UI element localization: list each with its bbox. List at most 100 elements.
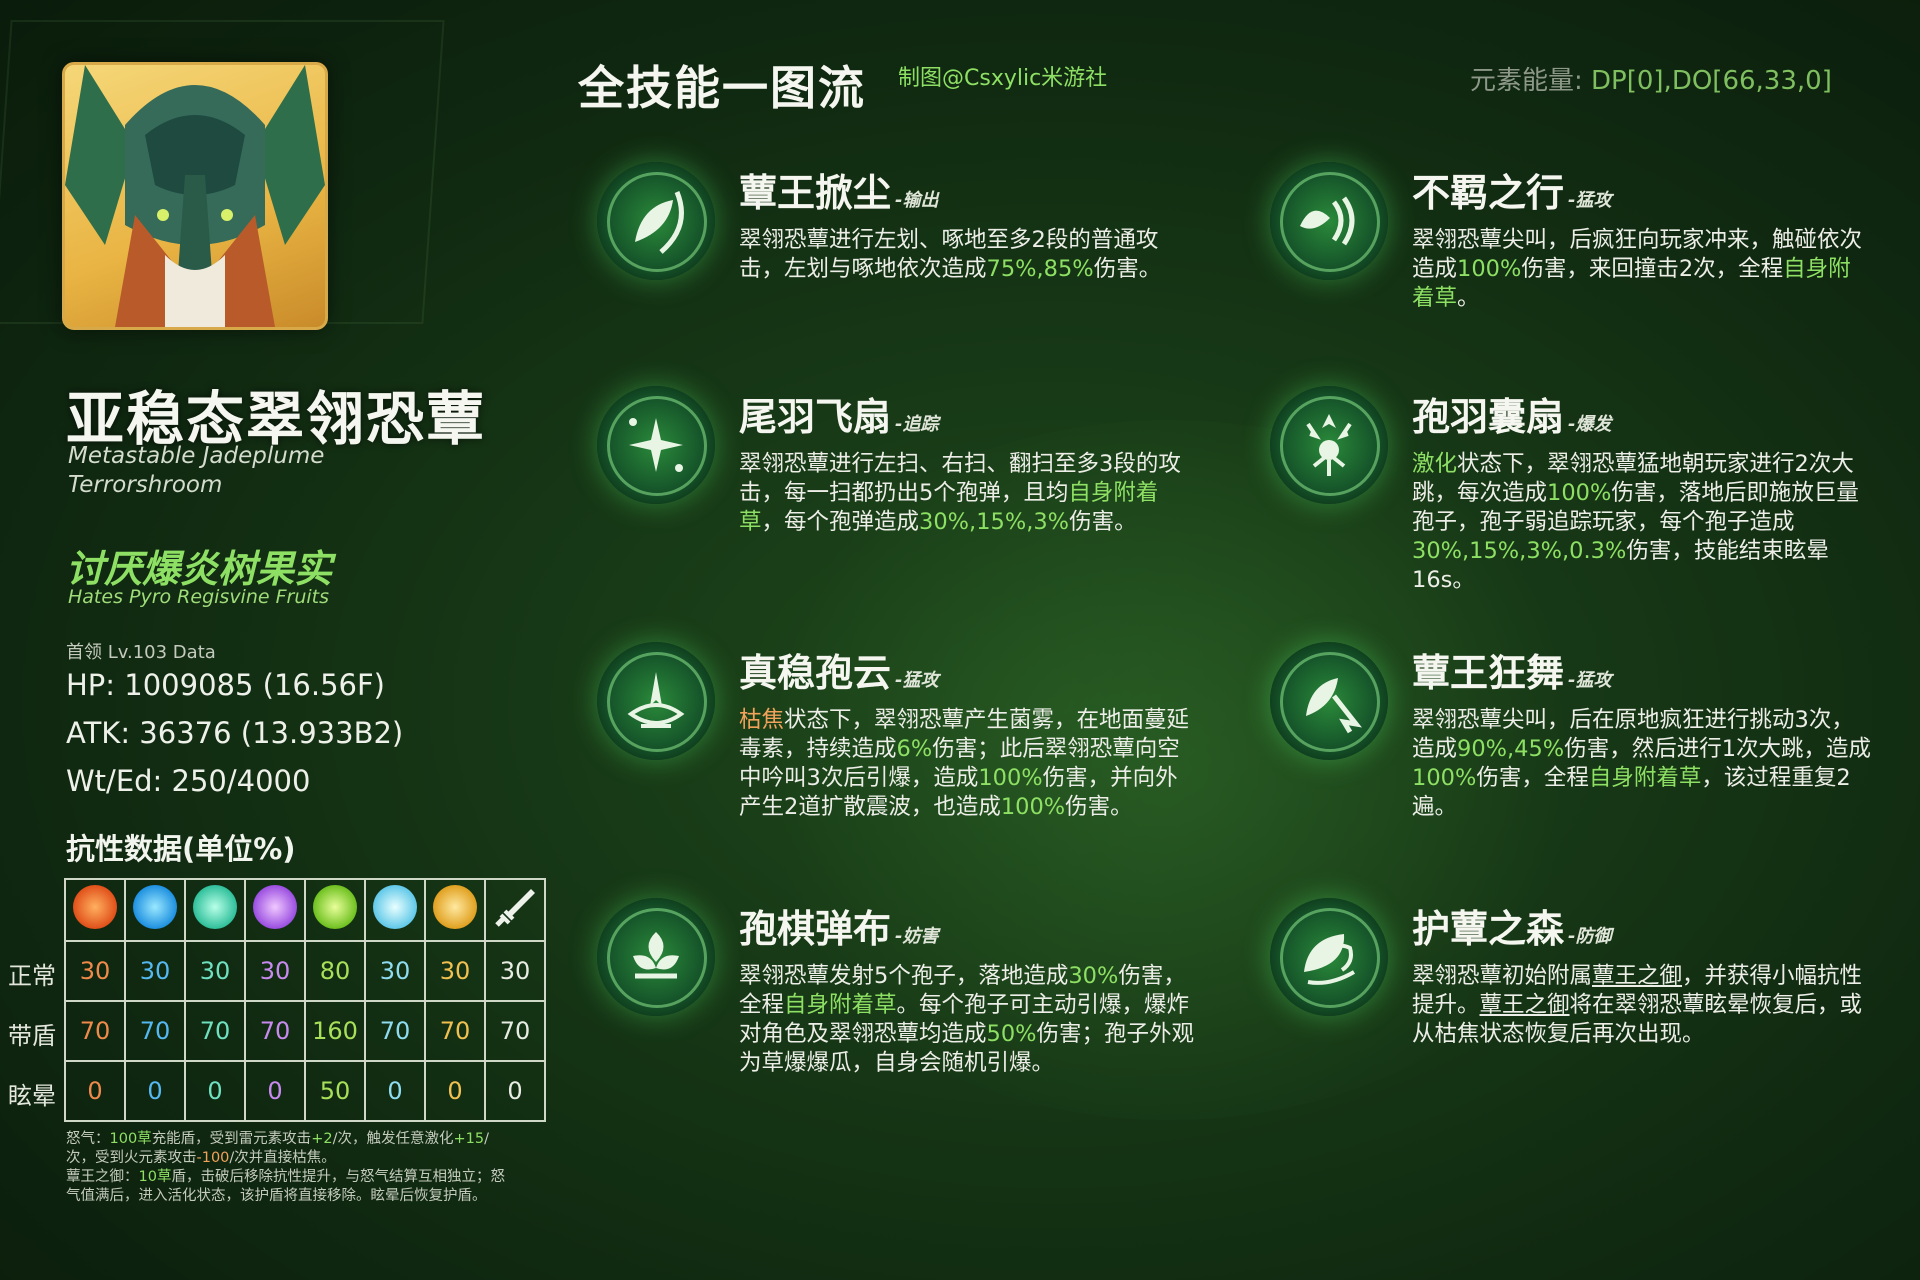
desc-text: 。每个孢子可主动引爆，爆炸对角色及翠翎恐蕈均造成: [739, 992, 1190, 1047]
res-cell: 30: [364, 940, 426, 1002]
desc-text: 伤害；此后翠翎恐蕈向空中吟叫3次后引爆，造成: [739, 736, 1180, 791]
fn-text: /次，受到火元素攻击: [66, 1131, 489, 1166]
hydro-cell: [124, 878, 186, 942]
skill-name: 孢棋弹布 -妨害: [739, 898, 939, 953]
skill-icon-frame: [1270, 898, 1388, 1016]
skill-card: 不羁之行 -猛攻 翠翎恐蕈尖叫，后疯狂向玩家冲来，触碰依次造成100%伤害，来回撞…: [1270, 162, 1910, 362]
desc-text: 伤害，来回撞击2次，全程: [1521, 256, 1784, 282]
feather-fan-icon: [629, 418, 683, 472]
skill-tag: -猛攻: [895, 670, 939, 691]
desc-text: 。: [1457, 285, 1480, 311]
skill-icon-frame: [1270, 162, 1388, 280]
fn-text: +2: [311, 1131, 333, 1147]
energy-label: 元素能量:: [1470, 66, 1583, 96]
res-cell: 70: [184, 1000, 246, 1062]
desc-text: 30%: [1068, 963, 1119, 989]
skill-description: 翠翎恐蕈进行左扫、右扫、翻扫至多3段的攻击，每一扫都扔出5个孢弹，且均自身附着草…: [739, 450, 1199, 537]
skill-card: 蕈王掀尘 -输出 翠翎恐蕈进行左划、啄地至多2段的普通攻击，左划与啄地依次造成75…: [597, 162, 1237, 362]
res-cell: 70: [124, 1000, 186, 1062]
skill-card: 尾羽飞扇 -追踪 翠翎恐蕈进行左扫、右扫、翻扫至多3段的攻击，每一扫都扔出5个孢弹…: [597, 386, 1237, 616]
desc-text: 翠翎恐蕈尖叫，后在原地疯狂进行挑动3次，造成: [1412, 707, 1854, 762]
row-label-shielded: 带盾: [8, 1022, 56, 1050]
physical-icon: [495, 889, 535, 927]
skill-name: 孢羽囊扇 -爆发: [1412, 386, 1612, 441]
atk-stat: ATK: 36376 (13.933B2): [66, 716, 404, 750]
skill-icon-frame: [597, 642, 715, 760]
desc-text: 翠翎恐蕈进行左划、啄地至多2段的普通攻击，左划与啄地依次造成: [739, 227, 1159, 282]
res-cell: 0: [484, 1060, 546, 1122]
pyro-cell: [64, 878, 126, 942]
desc-text: 翠翎恐蕈尖叫，后疯狂向玩家冲来，触碰依次造成: [1412, 227, 1863, 282]
electro-cell: [244, 878, 306, 942]
resistance-row-stunned: 0 0 0 0 50 0 0 0: [64, 1060, 546, 1122]
desc-text: 自身附着草: [784, 992, 897, 1018]
geo-icon: [433, 885, 477, 929]
charge-icon: [1300, 196, 1355, 246]
dendro-cell: [304, 878, 366, 942]
skill-name: 蕈王狂舞 -猛攻: [1412, 642, 1612, 697]
res-cell: 0: [364, 1060, 426, 1122]
skill-icon-frame: [597, 162, 715, 280]
desc-text: 伤害，全程: [739, 963, 1186, 1018]
skill-icon-frame: [597, 386, 715, 504]
fn-text: 怒气：: [66, 1131, 110, 1147]
spore-flower-icon: [633, 932, 679, 979]
skill-tag: -猛攻: [1568, 190, 1612, 211]
skill-icon-frame: [1270, 642, 1388, 760]
resistance-table: 30 30 30 30 80 30 30 30 70 70 70 70 160 …: [64, 878, 546, 1122]
desc-text: 75%,85%: [986, 256, 1094, 282]
res-cell: 70: [424, 1000, 486, 1062]
skill-icon-frame: [597, 898, 715, 1016]
resistance-row-shielded: 70 70 70 70 160 70 70 70: [64, 1000, 546, 1062]
skill-tag: -猛攻: [1568, 670, 1612, 691]
desc-text: ，每个孢弹造成: [761, 509, 920, 535]
skill-description: 翠翎恐蕈尖叫，后疯狂向玩家冲来，触碰依次造成100%伤害，来回撞击2次，全程自身…: [1412, 226, 1872, 313]
desc-text: 100%: [978, 765, 1043, 791]
res-cell: 0: [244, 1060, 306, 1122]
desc-text: 枯焦: [739, 707, 785, 733]
cryo-icon: [373, 885, 417, 929]
skill-tag: -爆发: [1568, 414, 1612, 435]
desc-text: 伤害，并向外产生2道扩散震波，也造成: [739, 765, 1178, 820]
geo-cell: [424, 878, 486, 942]
desc-text: 翠翎恐蕈初始附属: [1412, 963, 1593, 989]
desc-text: 伤害，技能结束眩晕16s。: [1412, 538, 1829, 593]
row-label-stunned: 眩晕: [8, 1082, 56, 1110]
fn-text: 10草: [138, 1169, 172, 1185]
skill-name: 真稳孢云 -猛攻: [739, 642, 939, 697]
desc-text: 状态下，翠翎恐蕈猛地朝玩家进行2次大跳，每次造成: [1412, 451, 1854, 506]
res-cell: 30: [244, 940, 306, 1002]
desc-text: 翠翎恐蕈发射5个孢子，落地造成: [739, 963, 1069, 989]
skill-description: 翠翎恐蕈尖叫，后在原地疯狂进行挑动3次，造成90%,45%伤害，然后进行1次大跳…: [1412, 706, 1872, 822]
fn-text: /次，触发任意激化: [332, 1131, 454, 1147]
skill-tag: -追踪: [895, 414, 939, 435]
fn-text: -100: [196, 1150, 230, 1166]
skill-card: 孢羽囊扇 -爆发 激化状态下，翠翎恐蕈猛地朝玩家进行2次大跳，每次造成100%伤害…: [1270, 386, 1910, 616]
desc-text: 蕈王之御: [1592, 963, 1683, 989]
frenzy-dance-icon: [1306, 678, 1362, 734]
desc-text: 翠翎恐蕈进行左扫、右扫、翻扫至多3段的攻击，每一扫都扔出5个孢弹，且均: [739, 451, 1181, 506]
cryo-cell: [364, 878, 426, 942]
res-cell: 0: [124, 1060, 186, 1122]
desc-text: 伤害，然后进行1次大跳，造成: [1564, 736, 1872, 762]
element-icon-row: [64, 878, 546, 942]
skill-name: 护蕈之森 -防御: [1412, 898, 1612, 953]
fn-text: +15: [453, 1131, 485, 1147]
desc-text: 伤害。: [1065, 794, 1133, 820]
skill-title: 蕈王狂舞: [1412, 651, 1565, 695]
fn-text: /次并直接枯焦。: [229, 1150, 336, 1166]
res-cell: 0: [424, 1060, 486, 1122]
desc-text: ，该过程重复2遍。: [1412, 765, 1851, 820]
fn-text: 100草: [109, 1131, 152, 1147]
boss-portrait: [62, 62, 328, 330]
skill-title: 护蕈之森: [1412, 907, 1565, 951]
desc-text: ，并获得小幅抗性提升。: [1412, 963, 1863, 1018]
skill-description: 翠翎恐蕈初始附属蕈王之御，并获得小幅抗性提升。蕈王之御将在翠翎恐蕈眩晕恢复后，或…: [1412, 962, 1872, 1049]
skill-title: 真稳孢云: [739, 651, 892, 695]
boss-name-en: Metastable Jadeplume Terrorshroom: [68, 443, 325, 498]
skill-tag: -防御: [1568, 926, 1612, 947]
desc-text: 50%: [986, 1021, 1037, 1047]
elemental-energy: 元素能量: DP[0],DO[66,33,0]: [1470, 60, 1832, 97]
boss-name: 亚稳态翠翎恐蕈: [66, 385, 487, 453]
author-credit: 制图@Csxylic米游社: [898, 66, 1108, 91]
